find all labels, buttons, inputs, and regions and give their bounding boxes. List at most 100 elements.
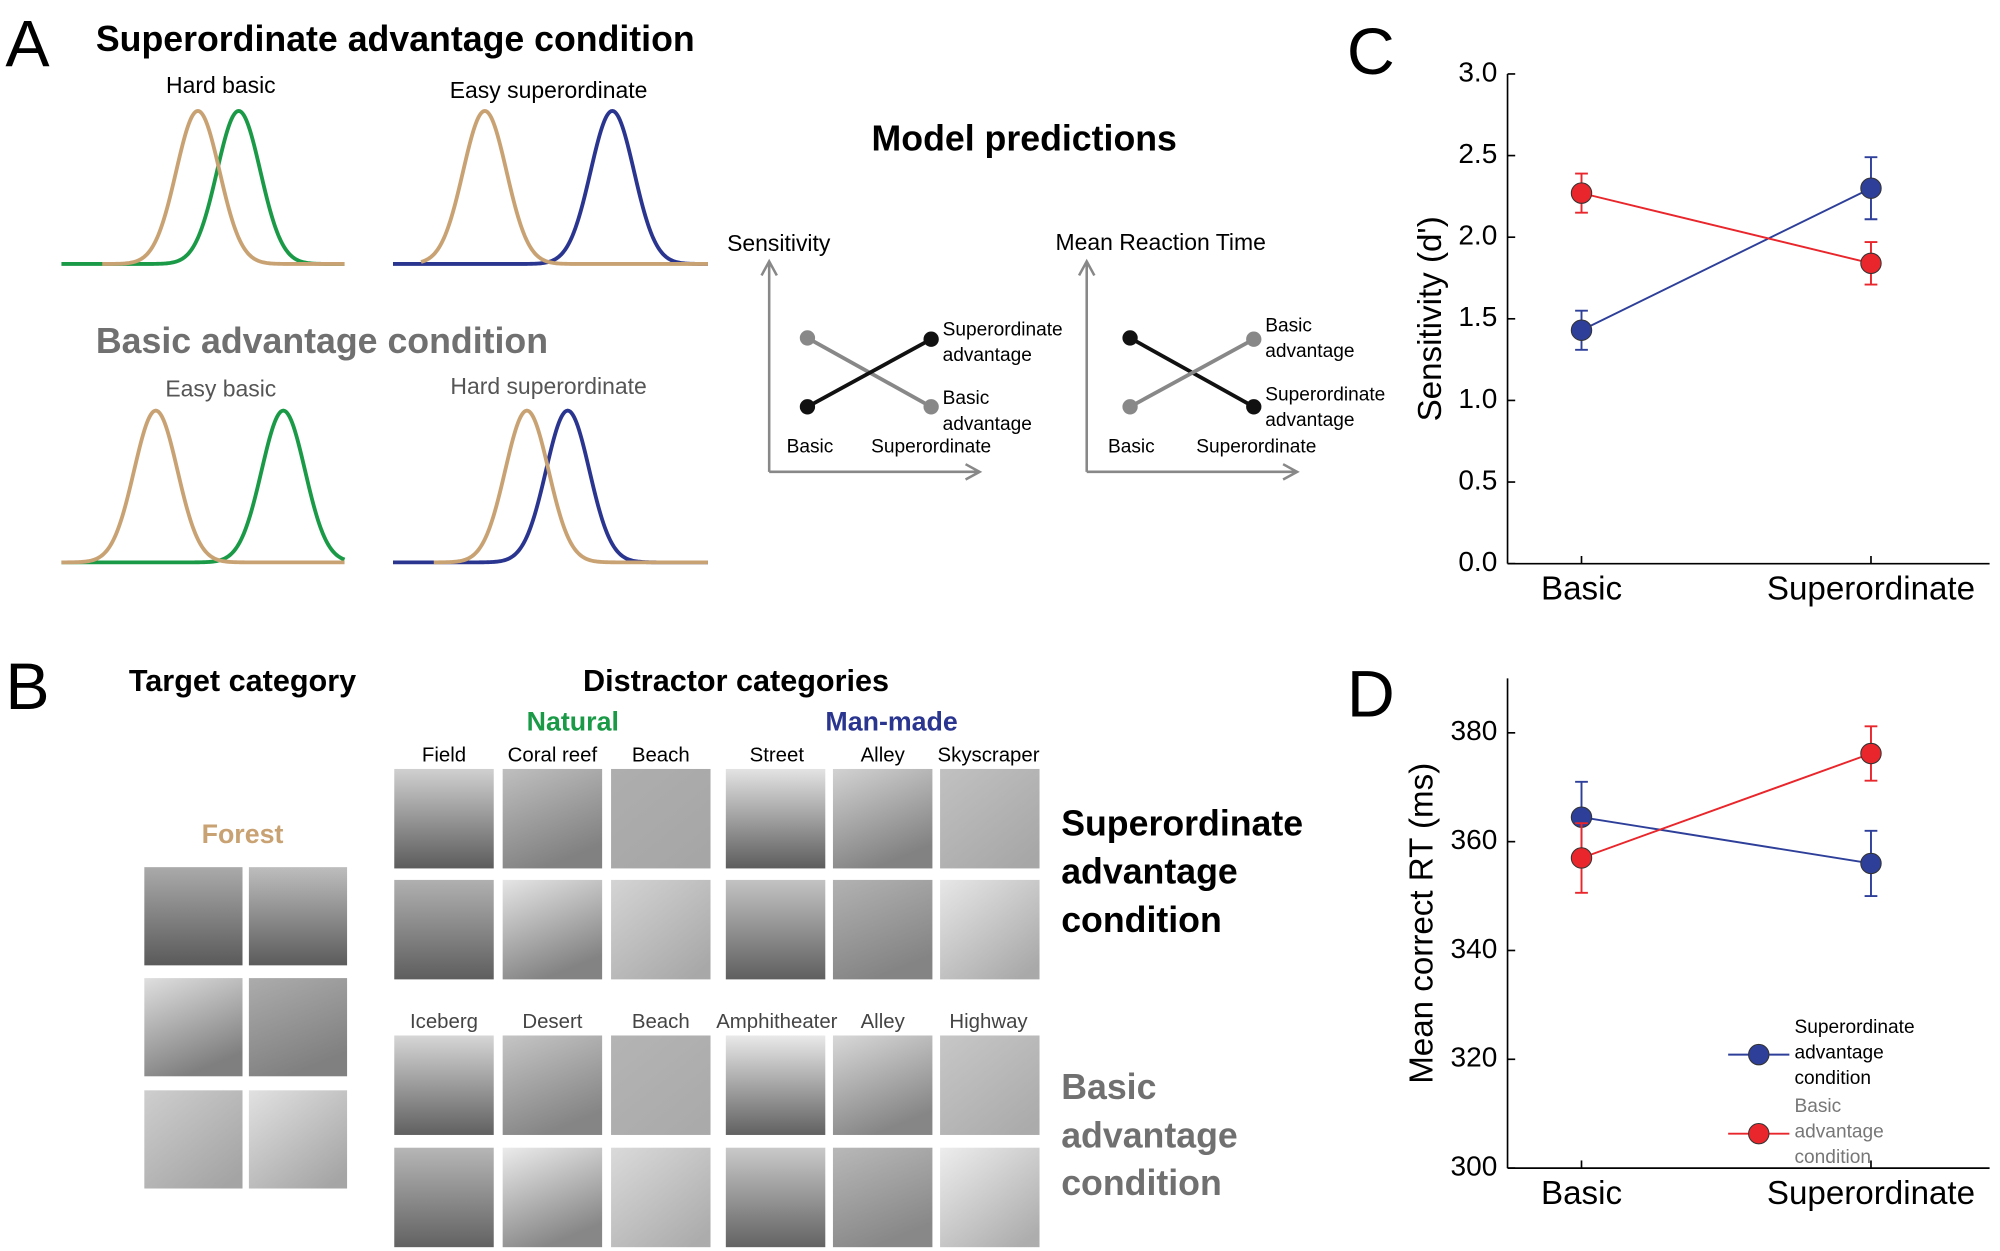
plot-label: Easy superordinate <box>450 77 648 103</box>
legend-label: Basic advantage condition <box>1794 1095 1884 1169</box>
scene-image <box>611 1147 711 1248</box>
scene-image <box>940 768 1040 869</box>
scene-image <box>394 768 494 869</box>
legend-entry: Superordinate advantage condition <box>1794 1016 1915 1090</box>
schematic-dot <box>799 330 816 346</box>
y-tick-label: 380 <box>1451 715 1498 746</box>
y-tick-label: 2.5 <box>1458 138 1497 169</box>
scene-image <box>502 768 603 869</box>
category-label: Alley <box>861 744 906 766</box>
x-tick-label: Superordinate <box>1767 1175 1975 1212</box>
scene-image <box>832 1035 933 1135</box>
schematic-label: Basic <box>1265 316 1312 337</box>
schematic-x-label: Superordinate <box>871 437 991 458</box>
category-label: Beach <box>632 1011 690 1033</box>
series-line <box>1581 187 1872 332</box>
group-title: Man-made <box>825 707 957 737</box>
scene-image <box>832 1147 933 1248</box>
x-tick-label: Superordinate <box>1767 570 1975 607</box>
scene-image <box>394 1035 494 1135</box>
axis-label: Mean Reaction Time <box>1055 229 1265 255</box>
scene-image <box>832 768 933 869</box>
schematic-label: Basic <box>943 388 990 409</box>
data-point <box>1860 742 1882 765</box>
y-axis-label: Sensitivity (d') <box>1412 216 1449 421</box>
scene-image <box>725 768 826 869</box>
legend-label: Superordinate advantage condition <box>1794 1016 1915 1090</box>
schematic-line <box>1129 337 1255 409</box>
plot-label: Hard basic <box>166 72 276 98</box>
y-tick-label: 0.5 <box>1458 464 1497 495</box>
scene-image <box>144 978 243 1077</box>
scene-image <box>144 1090 243 1189</box>
data-point <box>1570 847 1593 869</box>
target-name: Forest <box>202 819 284 849</box>
schematic-dot <box>923 399 939 415</box>
distribution-curve <box>392 108 708 266</box>
panel-label: B <box>5 650 49 724</box>
scene-image <box>725 879 826 980</box>
model-title: Model predictions <box>872 118 1177 158</box>
category-label: Street <box>750 744 805 766</box>
scene-image <box>940 1147 1040 1248</box>
y-tick-label: 1.5 <box>1458 301 1497 332</box>
y-tick-label: 300 <box>1451 1151 1498 1182</box>
category-label: Field <box>422 744 466 766</box>
data-point <box>1570 182 1593 204</box>
scene-image <box>144 867 243 966</box>
schematic-label: advantage <box>943 345 1032 366</box>
panel-title: Basic advantage condition <box>96 321 548 361</box>
schematic-dot <box>1246 399 1262 415</box>
plot-label: Easy basic <box>165 376 276 402</box>
category-label: Coral reef <box>508 744 598 766</box>
y-tick-label: 3.0 <box>1458 56 1497 87</box>
category-label: Beach <box>632 744 690 766</box>
schematic-x-label: Basic <box>787 437 834 458</box>
scene-image <box>940 1035 1040 1135</box>
data-point <box>1860 177 1882 199</box>
schematic-dot <box>923 331 939 347</box>
scene-image <box>502 1035 603 1135</box>
scene-image <box>248 1090 348 1189</box>
scene-image <box>611 768 711 869</box>
axis-arrows <box>760 258 983 481</box>
scene-image <box>611 879 711 980</box>
schematic-label: Superordinate <box>943 319 1063 340</box>
plot-label: Hard superordinate <box>450 373 646 399</box>
scene-image <box>502 1147 603 1248</box>
scene-image <box>248 978 348 1077</box>
x-tick-label: Basic <box>1541 570 1622 607</box>
y-axis-label: Mean correct RT (ms) <box>1403 763 1440 1084</box>
scene-image <box>940 879 1040 980</box>
data-point <box>1860 252 1882 275</box>
schematic-label: advantage <box>1265 341 1354 362</box>
legend-marker <box>1748 1043 1770 1066</box>
category-label: Highway <box>949 1011 1028 1033</box>
scene-image <box>248 867 348 966</box>
schematic-label: advantage <box>943 414 1032 435</box>
schematic-label: advantage <box>1265 410 1354 431</box>
scene-image <box>394 1147 494 1248</box>
axis-label: Sensitivity <box>727 230 831 256</box>
y-tick-label: 320 <box>1451 1042 1498 1073</box>
scene-image <box>394 879 494 980</box>
group-title: Natural <box>527 707 619 737</box>
category-label: Skyscraper <box>938 744 1040 766</box>
series-line <box>1581 752 1872 859</box>
scene-image <box>832 879 933 980</box>
distribution-curve <box>61 408 345 565</box>
category-label: Amphitheater <box>716 1011 837 1033</box>
schematic-x-label: Basic <box>1108 437 1155 458</box>
x-tick-label: Basic <box>1541 1175 1622 1212</box>
y-tick-label: 2.0 <box>1458 220 1497 251</box>
category-label: Alley <box>861 1011 906 1033</box>
condition-label: condition <box>1061 900 1222 940</box>
y-tick-label: 340 <box>1451 933 1498 964</box>
condition-label: condition <box>1061 1163 1222 1203</box>
schematic-dot <box>1246 331 1262 347</box>
scene-image <box>725 1147 826 1248</box>
category-label: Iceberg <box>410 1011 478 1033</box>
legend-entry: Basic advantage condition <box>1794 1095 1884 1169</box>
schematic-label: Superordinate <box>1265 384 1385 405</box>
